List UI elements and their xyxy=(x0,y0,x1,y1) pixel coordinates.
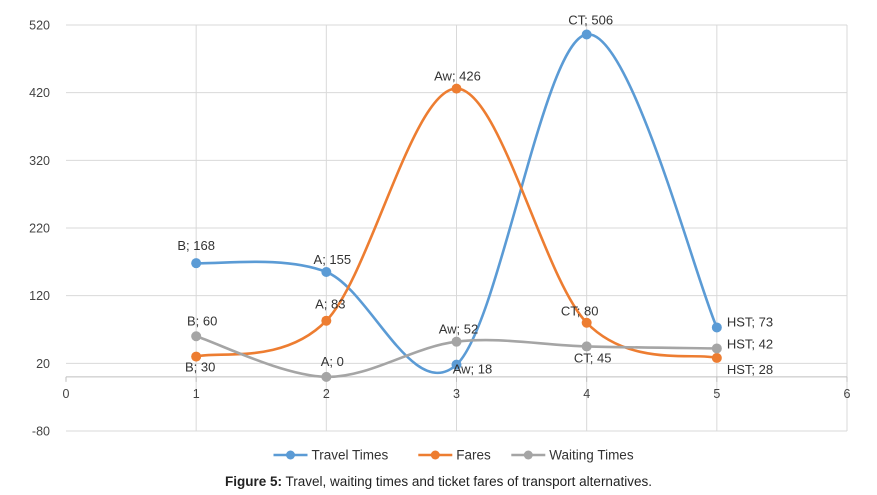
data-point-fares xyxy=(191,351,202,362)
data-label-travel-times: CT; 506 xyxy=(568,12,613,27)
line-chart: -80 20 120 220 320 420 520 0 1 2 3 4 5 6 B; 168 A; 15… xyxy=(29,12,851,463)
x-tick-label: 6 xyxy=(844,387,851,401)
y-tick-label: 520 xyxy=(29,19,50,33)
data-label-fares: HST; 28 xyxy=(727,362,773,377)
data-label-travel-times: B; 168 xyxy=(177,238,215,253)
legend-marker-fares xyxy=(430,450,440,460)
data-label-travel-times: Aw; 18 xyxy=(453,362,493,377)
y-tick-label: 120 xyxy=(29,289,50,303)
data-point-travel-times xyxy=(581,29,592,40)
y-tick-label: -80 xyxy=(32,425,50,439)
legend: Travel Times Fares Waiting Times xyxy=(273,448,634,463)
data-point-waiting-times xyxy=(711,343,722,354)
caption-label: Figure 5: xyxy=(225,474,283,489)
data-label-waiting-times: A; 0 xyxy=(321,354,344,369)
data-point-travel-times xyxy=(191,258,202,269)
data-label-waiting-times: CT; 45 xyxy=(574,350,612,365)
data-point-fares xyxy=(581,317,592,328)
x-tick-label: 2 xyxy=(323,387,330,401)
data-label-waiting-times: HST; 42 xyxy=(727,336,773,351)
data-label-fares: A; 83 xyxy=(315,297,345,312)
y-tick-label: 220 xyxy=(29,222,50,236)
data-label-fares: CT; 80 xyxy=(561,304,599,319)
x-tick-label: 4 xyxy=(583,387,590,401)
data-point-fares xyxy=(451,83,462,94)
legend-marker-travel-times xyxy=(286,450,295,460)
y-tick-label: 420 xyxy=(29,86,50,100)
data-label-fares: Aw; 426 xyxy=(434,69,481,84)
data-point-travel-times xyxy=(711,322,722,333)
y-axis-ticks: -80 20 120 220 320 420 520 xyxy=(29,19,50,439)
data-point-travel-times xyxy=(321,266,332,277)
series-line-travel-times xyxy=(196,33,719,375)
data-point-waiting-times xyxy=(191,331,202,342)
data-label-travel-times: A; 155 xyxy=(314,252,352,267)
x-tick-label: 0 xyxy=(63,387,70,401)
legend-label-fares: Fares xyxy=(456,448,491,463)
series-group xyxy=(191,29,722,382)
y-tick-label: 320 xyxy=(29,154,50,168)
x-tick-label: 1 xyxy=(193,387,200,401)
legend-label-waiting-times: Waiting Times xyxy=(549,448,634,463)
data-labels: B; 168 A; 155 Aw; 18 CT; 506 HST; 73 B; 30 A; … xyxy=(177,12,773,376)
data-label-waiting-times: B; 60 xyxy=(187,313,217,328)
legend-marker-waiting-times xyxy=(523,450,533,460)
legend-label-travel-times: Travel Times xyxy=(312,448,389,463)
y-tick-label: 20 xyxy=(36,357,50,371)
x-tick-label: 5 xyxy=(713,387,720,401)
figure-caption: Figure 5: Travel, waiting times and tick… xyxy=(0,474,877,489)
data-label-waiting-times: Aw; 52 xyxy=(439,322,479,337)
data-point-waiting-times xyxy=(581,341,592,352)
x-axis-ticks: 0 1 2 3 4 5 6 xyxy=(63,387,851,401)
data-point-waiting-times xyxy=(451,336,462,347)
data-point-travel-times xyxy=(451,359,462,370)
data-label-travel-times: HST; 73 xyxy=(727,314,773,329)
data-label-fares: B; 30 xyxy=(185,360,215,375)
data-point-fares xyxy=(321,315,332,326)
x-tick-label: 3 xyxy=(453,387,460,401)
caption-text: Travel, waiting times and ticket fares o… xyxy=(282,474,652,489)
data-point-waiting-times xyxy=(321,371,332,382)
data-point-fares xyxy=(711,352,722,363)
